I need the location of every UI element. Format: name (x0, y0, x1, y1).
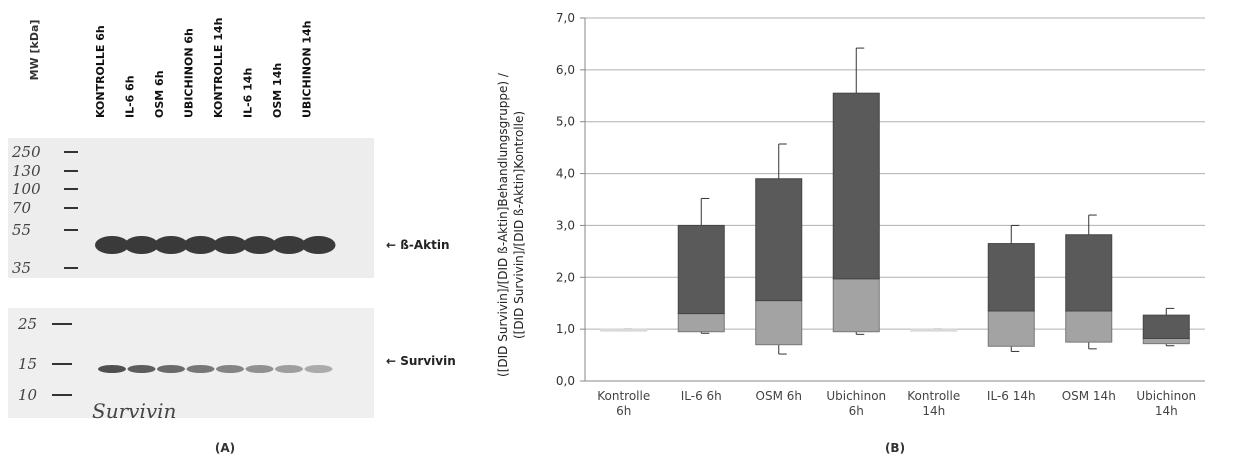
band (216, 365, 244, 373)
y-tick-label: 6,0 (556, 63, 575, 77)
box-upper (1142, 314, 1190, 339)
panel-label: (A) (215, 441, 235, 455)
band (124, 236, 159, 254)
band (275, 365, 303, 373)
x-tick-label: Kontrolle 14h (907, 389, 961, 418)
box-lower (1142, 337, 1190, 345)
band (213, 236, 247, 254)
box-lower (1065, 310, 1113, 343)
y-tick-label: 1,0 (556, 322, 575, 336)
band-label: ← ß-Aktin (386, 238, 450, 252)
y-tick-label: 7,0 (556, 11, 575, 25)
band (186, 365, 215, 373)
marker-label: 35 (12, 259, 31, 277)
lane-label: UBICHINON 6h (183, 28, 196, 118)
marker-label: 55 (12, 221, 31, 239)
band (154, 236, 188, 254)
lane-label: OSM 6h (153, 70, 166, 118)
x-tick-label: IL-6 14h (986, 389, 1036, 403)
handwritten: Survivin (92, 399, 176, 423)
band (98, 365, 126, 373)
box-upper (1065, 234, 1113, 312)
marker-label: 25 (17, 315, 37, 333)
x-tick-label: OSM 6h (755, 389, 802, 403)
box-lower (832, 278, 880, 333)
box-upper (832, 92, 880, 280)
box-lower (755, 300, 803, 346)
lane-label: IL-6 6h (124, 75, 137, 118)
marker-label: 10 (18, 386, 38, 404)
marker-label: 130 (12, 162, 41, 180)
y-tick-label: 4,0 (556, 167, 575, 181)
box-lower (600, 328, 648, 332)
y-tick-label: 3,0 (556, 218, 575, 232)
y-axis-title: ([DID Survivin]/[DID ß-Aktin]Kontrolle) (512, 111, 526, 339)
y-tick-label: 0,0 (556, 374, 575, 388)
y-axis-title: ([DID Survivin]/[DID ß-Aktin]Behandlungs… (496, 72, 510, 377)
panel-label: (B) (885, 441, 905, 455)
band (272, 236, 306, 254)
marker-label: 70 (12, 199, 32, 217)
band (245, 365, 274, 373)
box-upper (755, 178, 803, 302)
band (301, 236, 336, 254)
marker-label: 100 (12, 180, 41, 198)
lane-label: UBICHINON 14h (301, 20, 314, 118)
x-tick-label: OSM 14h (1061, 389, 1116, 403)
x-tick-label: Ubichinon 14h (1136, 389, 1197, 418)
x-tick-label: Ubichinon 6h (826, 389, 887, 418)
lane-label: KONTROLLE 6h (94, 25, 107, 118)
lane-label: OSM 14h (271, 63, 284, 118)
x-tick-label: IL-6 6h (680, 389, 722, 403)
x-tick-label: Kontrolle 6h (597, 389, 651, 418)
y-tick-label: 2,0 (556, 270, 575, 284)
membrane-upper (8, 138, 374, 278)
box-lower (677, 313, 725, 333)
band (242, 236, 277, 254)
marker-label: 250 (11, 143, 41, 161)
lane-label: KONTROLLE 14h (212, 18, 225, 118)
lane-label: IL-6 14h (242, 68, 255, 118)
box-lower (987, 310, 1035, 347)
box-upper (677, 224, 725, 315)
band-label: ← Survivin (386, 354, 456, 368)
band (304, 365, 333, 373)
band (127, 365, 156, 373)
box-lower (910, 328, 958, 332)
y-tick-label: 5,0 (556, 115, 575, 129)
band (157, 365, 185, 373)
band (95, 236, 129, 254)
box-upper (987, 243, 1035, 312)
marker-label: 15 (18, 355, 37, 373)
band (183, 236, 218, 254)
mw-label: MW [kDa] (28, 20, 41, 81)
